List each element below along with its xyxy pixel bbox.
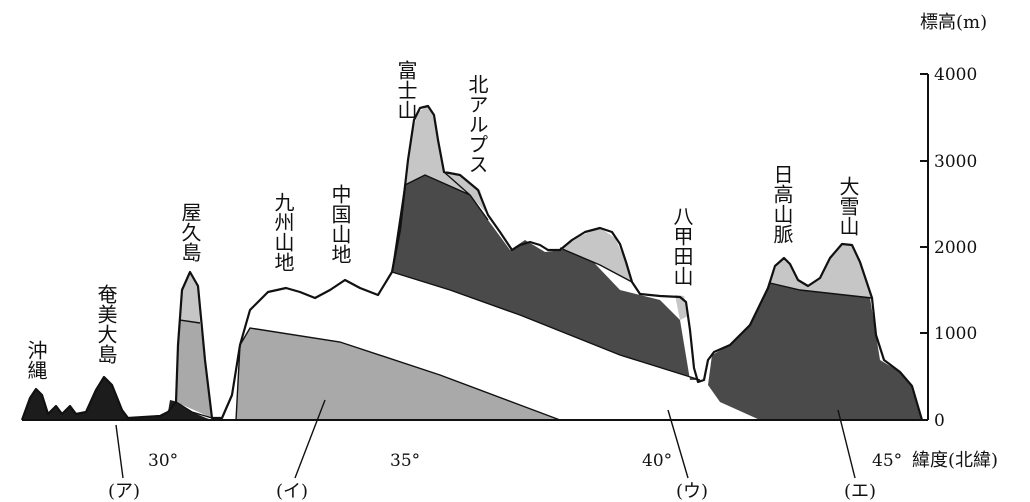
y-tick-label: 1000 bbox=[934, 324, 977, 344]
zone-e-hokkaido bbox=[708, 283, 922, 420]
peak-label-hidaka: 日高山脈 bbox=[770, 164, 794, 244]
peak-label-hakkoda: 八甲田山 bbox=[670, 206, 694, 286]
zone-label-i: (イ) bbox=[276, 481, 308, 502]
peak-label-okinawa: 沖縄 bbox=[24, 340, 48, 380]
peak-label-yakushima: 屋久島 bbox=[178, 202, 202, 262]
yakushima-alpine bbox=[180, 272, 200, 323]
x-axis-title: 緯度(北緯) bbox=[912, 450, 998, 471]
yakushima-zone-i bbox=[176, 320, 212, 418]
x-tick-label: 45° bbox=[872, 451, 902, 471]
x-tick-label: 30° bbox=[148, 451, 178, 471]
zone-e-band-honshu bbox=[392, 175, 700, 380]
y-tick-label: 3000 bbox=[934, 152, 977, 172]
zone-leader-lines bbox=[115, 399, 856, 479]
zone-label-a: (ア) bbox=[108, 481, 140, 502]
zone-label-e: (エ) bbox=[844, 481, 876, 502]
peak-label-taisetsu: 大雪山 bbox=[836, 176, 860, 236]
x-tick-label: 35° bbox=[390, 451, 420, 471]
hidaka-taisetsu-alpine bbox=[770, 244, 872, 298]
x-tick-label: 40° bbox=[642, 451, 672, 471]
terrain-outline bbox=[20, 104, 924, 421]
fuji-alpine bbox=[405, 106, 470, 195]
y-tick-marks bbox=[920, 73, 928, 421]
zone-boundary-lines bbox=[175, 171, 873, 421]
central-alpine bbox=[560, 228, 632, 282]
y-tick-label: 0 bbox=[934, 411, 945, 431]
zone-i-fill bbox=[236, 328, 560, 420]
peak-label-kyushu: 九州山地 bbox=[271, 192, 295, 272]
y-axis-title: 標高(m) bbox=[920, 12, 987, 33]
peak-label-fuji: 富士山 bbox=[394, 60, 418, 120]
zone-label-u: (ウ) bbox=[676, 481, 708, 502]
peak-label-kita-alps: 北アルプス bbox=[465, 74, 489, 174]
peak-label-chugoku: 中国山地 bbox=[328, 184, 352, 264]
y-tick-label: 4000 bbox=[934, 65, 977, 85]
peak-label-amami: 奄美大島 bbox=[94, 284, 118, 364]
y-tick-label: 2000 bbox=[934, 238, 977, 258]
